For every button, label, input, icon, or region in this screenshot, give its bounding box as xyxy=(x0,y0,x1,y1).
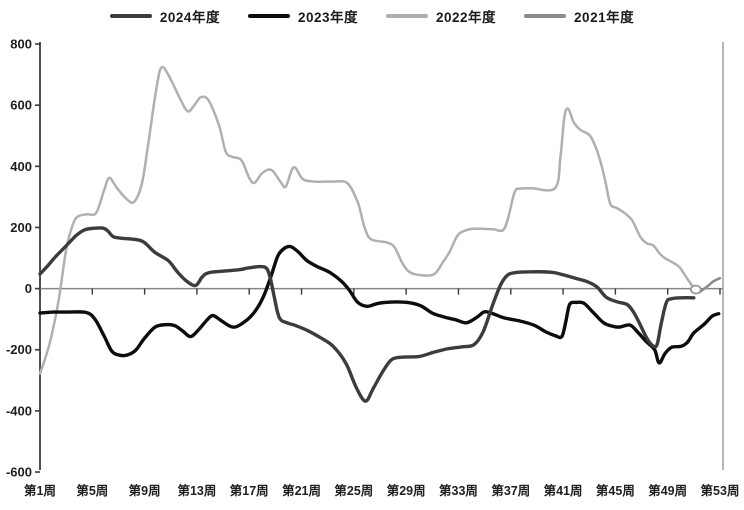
svg-text:第13周: 第13周 xyxy=(177,483,216,498)
svg-text:0: 0 xyxy=(25,281,32,296)
svg-text:第45周: 第45周 xyxy=(596,483,635,498)
svg-text:第41周: 第41周 xyxy=(544,483,583,498)
chart-axes xyxy=(35,42,724,473)
legend-swatch-2023 xyxy=(247,13,290,19)
series-end-ring-marker xyxy=(689,284,702,295)
legend-swatch-2021 xyxy=(524,13,567,19)
svg-text:第5周: 第5周 xyxy=(76,483,108,498)
legend-label-2022: 2022年度 xyxy=(436,10,497,25)
svg-text:200: 200 xyxy=(10,220,32,235)
svg-text:第33周: 第33周 xyxy=(439,483,478,498)
legend-swatch-2024 xyxy=(109,13,152,19)
legend-label-2023: 2023年度 xyxy=(297,10,358,25)
legend-item-2021: 2021年度 xyxy=(524,6,634,26)
series-line-2021年度 xyxy=(697,276,722,294)
svg-text:第25周: 第25周 xyxy=(334,483,373,498)
svg-text:第9周: 第9周 xyxy=(129,483,161,498)
legend: 2024年度 2023年度 2022年度 2021年度 xyxy=(0,6,744,26)
legend-item-2024: 2024年度 xyxy=(109,6,220,26)
svg-text:第17周: 第17周 xyxy=(230,483,269,498)
series-line-2024年度 xyxy=(38,226,696,403)
chart-axis-labels: 800 600 400 200 0 -200 -400 -600 第1周 第5周 第9周 第13周 第1… xyxy=(6,37,739,498)
svg-text:400: 400 xyxy=(10,159,32,174)
svg-text:第29周: 第29周 xyxy=(387,483,426,498)
svg-text:-200: -200 xyxy=(6,342,32,357)
svg-text:800: 800 xyxy=(10,37,32,52)
series-line-2022年度 xyxy=(38,65,696,375)
legend-label-2024: 2024年度 xyxy=(159,10,220,25)
legend-item-2023: 2023年度 xyxy=(247,6,358,26)
legend-label-2021: 2021年度 xyxy=(574,10,635,25)
svg-text:第1周: 第1周 xyxy=(24,483,56,498)
svg-text:第49周: 第49周 xyxy=(648,483,687,498)
legend-swatch-2022 xyxy=(386,13,428,19)
chart-series xyxy=(38,65,722,403)
svg-text:第21周: 第21周 xyxy=(282,483,321,498)
svg-text:600: 600 xyxy=(10,98,32,113)
svg-text:-400: -400 xyxy=(6,403,32,418)
legend-item-2022: 2022年度 xyxy=(386,6,496,26)
series-line-2023年度 xyxy=(38,244,721,365)
svg-text:第37周: 第37周 xyxy=(491,483,530,498)
svg-text:-600: -600 xyxy=(6,465,32,480)
svg-text:第53周: 第53周 xyxy=(701,483,740,498)
